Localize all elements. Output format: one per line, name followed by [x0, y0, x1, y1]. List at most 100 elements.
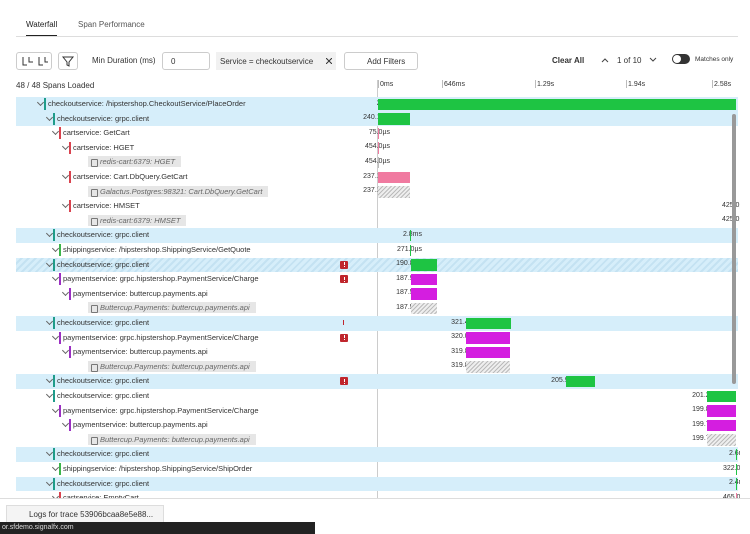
span-bar	[378, 142, 379, 154]
span-row[interactable]: paymentservice: grpc.hipstershop.Payment…	[16, 272, 738, 287]
span-duration: 187.5ms	[396, 289, 423, 297]
timeline-divider	[377, 80, 378, 498]
service-color	[59, 127, 61, 140]
span-bar	[707, 405, 736, 417]
span-label: checkoutservice: grpc.client	[57, 376, 150, 386]
span-row[interactable]: cartservice: Cart.DbQuery.GetCart 237.1ms	[16, 170, 738, 185]
tab[interactable]: Waterfall	[26, 20, 58, 37]
add-filters-button[interactable]: Add Filters	[344, 52, 418, 70]
expand-caret[interactable]	[51, 128, 60, 136]
expand-caret[interactable]	[51, 463, 60, 472]
span-row[interactable]: checkoutservice: grpc.client 321.4ms	[16, 316, 738, 331]
match-nav[interactable]	[600, 56, 660, 64]
span-row[interactable]: cartservice: GetCart 75.0µs	[16, 126, 738, 141]
span-duration: 454.0µs	[365, 143, 390, 150]
expand-caret[interactable]	[45, 449, 54, 457]
span-bar	[736, 463, 737, 475]
min-duration-input[interactable]: 0	[162, 52, 210, 70]
span-label: shippingservice: /hipstershop.ShippingSe…	[63, 245, 251, 254]
expand-caret[interactable]	[51, 274, 60, 282]
expand-caret[interactable]	[45, 390, 54, 399]
expand-caret[interactable]	[51, 244, 60, 253]
span-row[interactable]: checkoutservice: grpc.client 2.4ms	[16, 476, 740, 492]
filter-chip[interactable]: Service = checkoutservice	[216, 52, 336, 70]
span-row[interactable]: cartservice: HMSET 425.0µs	[16, 199, 740, 214]
service-color	[59, 492, 61, 498]
span-duration: 199.7ms	[692, 435, 719, 443]
expand-caret[interactable]	[45, 317, 54, 326]
span-row[interactable]: checkoutservice: grpc.client 2.6ms	[16, 447, 740, 462]
expand-caret[interactable]	[45, 259, 54, 267]
span-label: paymentservice: buttercup.payments.api	[73, 420, 208, 430]
toggle[interactable]	[672, 54, 690, 64]
span-duration: 240.1ms	[363, 114, 390, 122]
expand-caret[interactable]	[45, 376, 54, 384]
span-bar	[466, 317, 511, 329]
expand-caret[interactable]	[61, 288, 70, 296]
db-span-label: Buttercup.Payments: buttercup.payments.a…	[88, 360, 256, 372]
span-row[interactable]: shippingservice: /hipstershop.ShippingSe…	[16, 462, 740, 477]
expand-caret[interactable]	[45, 478, 54, 486]
span-duration: 2.6ms	[728, 449, 740, 457]
span-row[interactable]: checkoutservice: grpc.client 2.8ms	[16, 228, 738, 243]
span-row[interactable]: redis-cart:6379: HMSET 425.0µs	[16, 214, 740, 229]
span-row[interactable]: checkoutservice: /hipstershop.CheckoutSe…	[16, 97, 738, 112]
span-label: cartservice: GetCart	[63, 128, 130, 138]
expand-caret[interactable]	[45, 230, 54, 238]
filter-button[interactable]	[58, 52, 78, 70]
expand-caret[interactable]	[61, 201, 70, 209]
timeline-tick	[378, 80, 379, 88]
span-bar	[411, 259, 437, 271]
expand-collapse-buttons[interactable]	[16, 52, 52, 70]
span-bar	[707, 390, 736, 402]
error-icon	[340, 333, 348, 342]
scrollbar	[732, 114, 736, 384]
span-row[interactable]: paymentservice: buttercup.payments.api 19…	[16, 418, 738, 433]
span-row[interactable]: shippingservice: /hipstershop.ShippingSe…	[16, 243, 738, 258]
span-row[interactable]: paymentservice: grpc.hipstershop.Payment…	[16, 331, 738, 346]
span-row[interactable]: checkoutservice: grpc.client 205.9ms	[16, 374, 738, 389]
expand-caret[interactable]	[61, 171, 70, 180]
expand-caret[interactable]	[51, 405, 60, 413]
span-duration: 271.0µs	[397, 246, 422, 253]
span-row[interactable]: paymentservice: buttercup.payments.api 31…	[16, 345, 738, 360]
span-duration: 425.0µs	[721, 201, 740, 209]
span-row[interactable]: checkoutservice: grpc.client 240.1ms	[16, 111, 738, 127]
expand-caret[interactable]	[45, 113, 54, 121]
span-row[interactable]: cartservice: EmptyCart 465.0µs	[16, 491, 740, 498]
timeline-tick	[442, 80, 443, 88]
span-row[interactable]: checkoutservice: grpc.client 190.8ms	[16, 257, 738, 273]
timeline-tick	[535, 80, 536, 88]
clear-all[interactable]: Clear All	[552, 56, 585, 65]
service-color	[69, 141, 71, 154]
tab[interactable]: Span Performance	[78, 20, 145, 29]
span-row[interactable]: redis-cart:6379: HGET 454.0µs	[16, 155, 738, 170]
input-value: 0	[171, 57, 176, 66]
expand-caret[interactable]	[51, 332, 60, 340]
span-row[interactable]: paymentservice: grpc.hipstershop.Payment…	[16, 404, 738, 419]
span-bar	[378, 127, 379, 140]
expand-caret[interactable]	[61, 420, 70, 428]
span-row[interactable]: Buttercup.Payments: buttercup.payments.a…	[16, 301, 738, 316]
span-row[interactable]: checkoutservice: grpc.client 201.2ms	[16, 389, 738, 404]
span-row[interactable]: Galactus.Postgres:98321: Cart.DbQuery.Ge…	[16, 185, 738, 200]
logs-button[interactable]: Logs for trace 53906bcaa8e5e88...	[6, 505, 164, 523]
db-span-label: Galactus.Postgres:98321: Cart.DbQuery.Ge…	[88, 185, 269, 197]
filter-icon	[61, 56, 75, 67]
span-row[interactable]: cartservice: HGET 454.0µs	[16, 141, 738, 156]
expand-caret[interactable]	[61, 347, 70, 355]
divider	[16, 36, 738, 37]
db-span-label: redis-cart:6379: HGET	[88, 156, 182, 168]
span-label: checkoutservice: grpc.client	[57, 259, 150, 269]
span-row[interactable]: paymentservice: buttercup.payments.api 18…	[16, 287, 738, 302]
expand-caret[interactable]	[61, 142, 70, 150]
span-row[interactable]: Buttercup.Payments: buttercup.payments.a…	[16, 360, 738, 375]
span-duration: 319.8ms	[451, 347, 478, 355]
chip-close[interactable]	[326, 58, 332, 64]
span-label: shippingservice: /hipstershop.ShippingSe…	[63, 464, 253, 473]
service-color	[53, 317, 55, 329]
span-bar	[410, 229, 411, 242]
span-row[interactable]: Buttercup.Payments: buttercup.payments.a…	[16, 433, 738, 448]
expand-caret[interactable]	[36, 98, 45, 107]
timeline-tick-label: 0ms	[380, 81, 394, 88]
